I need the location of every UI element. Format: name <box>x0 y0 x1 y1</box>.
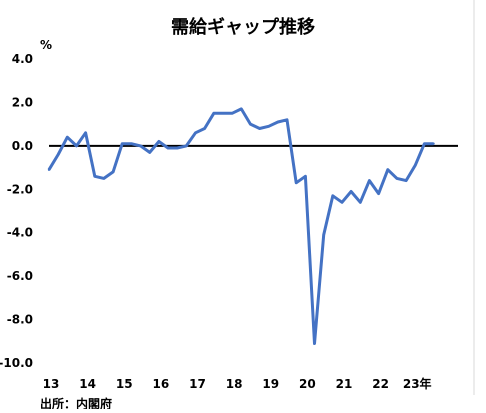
source-note: 出所：内閣府 <box>40 396 112 409</box>
x-tick-label: 17 <box>189 377 206 391</box>
data-point <box>212 112 215 115</box>
y-tick-label: -8.0 <box>7 313 33 327</box>
y-tick-label: 2.0 <box>12 95 33 109</box>
data-point <box>84 131 87 135</box>
data-point <box>377 192 380 195</box>
y-tick-labels: 4.0 2.0 0.0 -2.0 -4.0 -6.0 -8.0 -10.0 <box>0 52 33 370</box>
data-point <box>285 118 289 122</box>
data-point <box>386 168 389 171</box>
y-tick-label: 4.0 <box>12 52 33 66</box>
data-point <box>359 201 362 204</box>
y-tick-label: -2.0 <box>7 182 33 196</box>
chart-title: 需給ギャップ推移 <box>171 16 315 38</box>
x-tick-label: 16 <box>153 377 170 391</box>
data-point <box>404 179 408 182</box>
y-axis-unit: % <box>40 38 52 52</box>
data-point <box>295 181 298 184</box>
data-point <box>111 170 115 174</box>
data-point <box>93 175 96 178</box>
x-tick-label: 21 <box>336 377 353 391</box>
data-point <box>47 168 51 171</box>
x-tick-label: 13 <box>43 377 60 391</box>
data-point <box>185 144 188 148</box>
data-point <box>368 179 371 182</box>
data-point <box>194 131 197 135</box>
data-point <box>395 177 399 180</box>
data-point <box>249 122 252 126</box>
data-point <box>102 177 106 180</box>
data-point <box>432 142 435 145</box>
data-point <box>139 144 142 148</box>
data-point <box>349 190 353 193</box>
data-point <box>304 175 307 178</box>
data-point <box>66 135 69 139</box>
x-tick-label: 14 <box>79 377 96 391</box>
data-point <box>166 146 170 150</box>
y-tick-label: -10.0 <box>0 356 33 370</box>
data-point <box>414 164 417 167</box>
data-point <box>423 142 426 145</box>
data-point <box>340 201 344 204</box>
x-tick-label: 19 <box>262 377 279 391</box>
x-tick-label: 18 <box>226 377 243 391</box>
x-tick-label: 15 <box>116 377 133 391</box>
data-point <box>331 194 335 197</box>
data-point <box>157 140 161 143</box>
x-tick-label: 23年 <box>403 376 432 391</box>
data-point <box>221 112 225 115</box>
data-point <box>75 144 78 148</box>
data-point <box>240 107 243 111</box>
series-line <box>47 107 434 345</box>
data-points <box>47 107 435 345</box>
data-point <box>258 127 261 130</box>
data-point <box>322 233 325 237</box>
x-tick-labels: 13 14 15 16 17 18 19 20 21 22 23年 <box>43 376 432 391</box>
data-point <box>276 120 280 124</box>
data-point <box>121 142 124 145</box>
y-tick-label: -4.0 <box>7 226 33 240</box>
data-point <box>175 146 179 150</box>
y-tick-label: -6.0 <box>7 269 33 283</box>
data-point <box>313 342 316 345</box>
x-tick-label: 20 <box>299 377 316 391</box>
data-point <box>56 153 60 156</box>
y-tick-label: 0.0 <box>12 139 33 153</box>
data-point <box>148 151 151 154</box>
x-tick-label: 22 <box>372 377 389 391</box>
data-point <box>267 125 270 128</box>
data-point <box>230 112 234 115</box>
data-point <box>203 127 206 130</box>
data-point <box>130 142 133 145</box>
